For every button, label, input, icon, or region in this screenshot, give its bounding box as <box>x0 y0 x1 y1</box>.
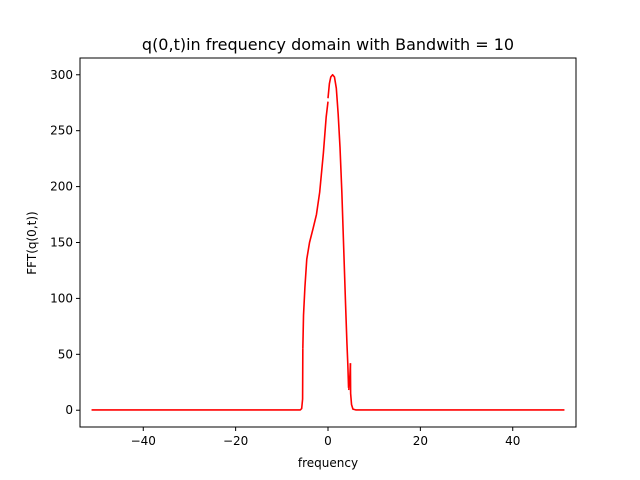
series-line-segment-2 <box>302 101 329 349</box>
y-tick-label: 300 <box>50 68 73 82</box>
y-tick-label: 100 <box>50 291 73 305</box>
series-line-segment-1 <box>91 348 304 411</box>
plot-area <box>91 73 565 411</box>
y-axis-ticks: 0 50 100 150 200 250 300 <box>50 68 80 417</box>
series-line-segment-3 <box>327 73 350 388</box>
x-tick-label: −20 <box>223 434 248 448</box>
x-tick-label: −40 <box>131 434 156 448</box>
axes-frame <box>79 57 577 428</box>
y-tick-label: 50 <box>58 347 73 361</box>
series-line-segment-5 <box>349 363 565 411</box>
y-tick-label: 250 <box>50 124 73 138</box>
y-axis-label: FFT(q(0,t)) <box>25 211 39 274</box>
x-axis-label: frequency <box>298 456 358 470</box>
y-tick-label: 0 <box>65 403 73 417</box>
chart-title: q(0,t)in frequency domain with Bandwith … <box>142 35 514 54</box>
x-tick-label: 40 <box>505 434 520 448</box>
y-tick-label: 200 <box>50 180 73 194</box>
x-tick-label: 20 <box>413 434 428 448</box>
y-tick-label: 150 <box>50 236 73 250</box>
x-axis-ticks: −40 −20 0 20 40 <box>131 427 520 448</box>
x-tick-label: 0 <box>324 434 332 448</box>
